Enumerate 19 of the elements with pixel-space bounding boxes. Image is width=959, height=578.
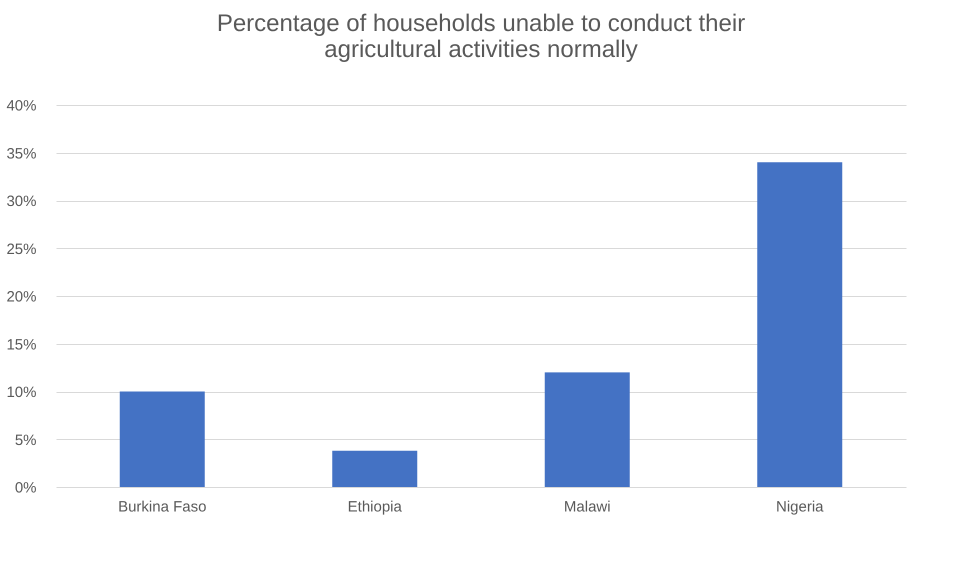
y-tick-label: 10% xyxy=(6,384,36,401)
text: Percentage of households unable to conduct their xyxy=(216,10,746,37)
bar xyxy=(757,162,842,487)
bar xyxy=(120,392,205,487)
y-tick-label: 35% xyxy=(6,145,36,162)
bar xyxy=(332,450,418,487)
x-tick-label: Nigeria xyxy=(776,498,824,516)
y-tick-label: 5% xyxy=(14,432,36,449)
y-tick-label: 15% xyxy=(6,336,36,354)
y-tick-label: 40% xyxy=(6,98,36,114)
y-tick-label: 20% xyxy=(6,288,36,306)
text: agricultural activities normally xyxy=(324,36,638,63)
x-tick-label: Malawi xyxy=(564,498,611,516)
y-tick-label: 0% xyxy=(14,480,36,496)
x-tick-label: Burkina Faso xyxy=(118,498,206,516)
y-tick-label: 25% xyxy=(6,240,36,258)
x-tick-label: Ethiopia xyxy=(348,498,403,516)
y-tick-label: 30% xyxy=(6,193,36,210)
bar xyxy=(544,372,630,487)
